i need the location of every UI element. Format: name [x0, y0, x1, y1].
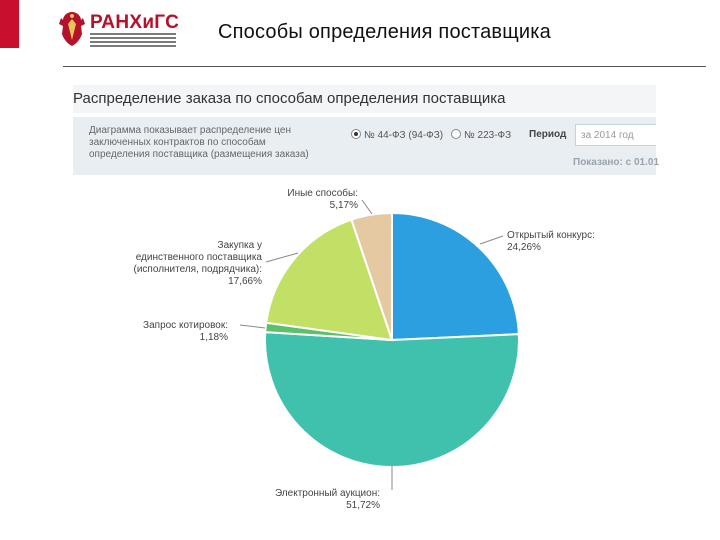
slice-value-label: 1,18% [200, 332, 228, 343]
slice-value-label: 51,72% [346, 500, 380, 511]
label-leader-lines [239, 199, 504, 490]
period-label: Период [529, 129, 567, 140]
slice-label-line: единственного поставщика [136, 252, 263, 263]
red-accent-bar [0, 0, 19, 48]
radio-223fz[interactable]: № 223-ФЗ [451, 129, 511, 141]
slice-value-label: 5,17% [330, 200, 358, 211]
slice-label-line: Закупка у [218, 240, 262, 251]
panel-title-text: Распределение заказа по способам определ… [73, 90, 506, 107]
leader-line-4 [361, 199, 373, 215]
slice-label-line: Иные способы: [287, 187, 358, 199]
radio-44fz[interactable]: № 44-ФЗ (94-ФЗ) [351, 129, 443, 141]
brand-name: РАНХиГС [90, 12, 180, 33]
leader-line-0 [479, 235, 504, 245]
slice-label-line: Электронный аукцион: [275, 488, 380, 499]
panel-title: Распределение заказа по способам определ… [73, 85, 656, 113]
radio-223fz-label: № 223-ФЗ [464, 130, 512, 141]
leader-line-2 [239, 324, 266, 329]
ranepa-logo: РАНХиГС [58, 10, 180, 52]
brand-subtitle-lines [90, 33, 176, 49]
slice-label-line: (исполнителя, подрядчика): [134, 264, 262, 275]
slice-label-line: Запрос котировок: [143, 320, 228, 331]
shown-range: Показано: с 01.01 [573, 157, 660, 168]
radio-44fz-dot[interactable] [351, 129, 361, 139]
title-divider [63, 66, 706, 67]
pie-slice-1[interactable] [264, 331, 520, 468]
slice-label-0: Открытый конкурс: 24,26% [507, 230, 595, 253]
slice-label-3: Закупка у единственного поставщика (исполн… [134, 240, 263, 287]
slice-labels: Открытый конкурс: 24,26% Электронный аукци… [134, 187, 595, 511]
slice-label-line: Открытый конкурс: [507, 230, 595, 241]
slice-label-1: Электронный аукцион: 51,72% [275, 488, 380, 511]
slice-value-label: 24,26% [507, 242, 541, 253]
period-select[interactable]: за 2014 год [575, 124, 656, 146]
leader-line-3 [265, 252, 299, 263]
slice-value-label: 17,66% [228, 276, 262, 287]
pie-slice-4[interactable] [350, 211, 393, 341]
slice-label-4: Иные способы: 5,17% [287, 187, 358, 211]
slide-title: Способы определения поставщика [218, 21, 551, 43]
info-bar: Диаграмма показывает распределение цен з… [73, 117, 660, 175]
radio-44fz-label: № 44-ФЗ (94-ФЗ) [364, 130, 444, 141]
radio-223fz-dot[interactable] [451, 129, 461, 139]
eagle-emblem-icon [59, 12, 85, 46]
pie-slice-0[interactable] [391, 211, 520, 342]
slice-label-2: Запрос котировок: 1,18% [143, 320, 228, 343]
chart-description: Диаграмма показывает распределение цен з… [89, 125, 309, 160]
pie-slices [264, 211, 520, 468]
